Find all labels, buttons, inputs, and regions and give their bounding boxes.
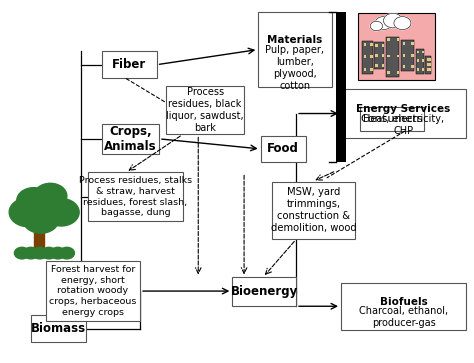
Bar xyxy=(417,68,419,71)
Bar xyxy=(397,38,399,41)
Circle shape xyxy=(375,17,392,30)
FancyBboxPatch shape xyxy=(102,51,156,78)
Circle shape xyxy=(9,198,47,227)
Bar xyxy=(401,40,414,71)
Bar xyxy=(370,42,373,45)
Bar xyxy=(416,49,424,74)
Text: Pulp, paper,
lumber,
plywood,
cotton: Pulp, paper, lumber, plywood, cotton xyxy=(265,45,324,91)
Text: Food: Food xyxy=(267,142,299,155)
Text: Consumers: Consumers xyxy=(360,114,423,124)
FancyBboxPatch shape xyxy=(341,89,466,138)
Bar xyxy=(397,71,399,74)
Bar xyxy=(428,63,431,66)
Bar xyxy=(370,55,373,58)
Circle shape xyxy=(23,247,38,259)
Circle shape xyxy=(26,190,65,220)
Text: Materials: Materials xyxy=(267,35,322,45)
Bar xyxy=(427,58,429,61)
Bar xyxy=(425,56,431,74)
Bar xyxy=(427,63,429,66)
FancyBboxPatch shape xyxy=(102,124,159,154)
Bar xyxy=(364,68,366,71)
Circle shape xyxy=(32,247,47,259)
Bar xyxy=(397,54,399,57)
FancyBboxPatch shape xyxy=(166,86,244,134)
Text: Biofuels: Biofuels xyxy=(380,297,428,307)
Bar xyxy=(364,55,366,58)
Bar xyxy=(417,59,419,62)
FancyBboxPatch shape xyxy=(273,182,355,239)
Text: MSW, yard
trimmings,
construction &
demolition, wood: MSW, yard trimmings, construction & demo… xyxy=(271,187,356,233)
FancyBboxPatch shape xyxy=(261,136,306,162)
Circle shape xyxy=(50,247,65,259)
Bar xyxy=(364,42,366,45)
Bar xyxy=(403,65,405,68)
Bar xyxy=(375,44,378,46)
Circle shape xyxy=(383,13,402,28)
Bar xyxy=(382,44,384,46)
Bar xyxy=(417,50,419,53)
Bar xyxy=(386,37,399,77)
Circle shape xyxy=(59,247,74,259)
Text: Charcoal, ethanol,
producer-gas: Charcoal, ethanol, producer-gas xyxy=(359,306,448,329)
FancyBboxPatch shape xyxy=(232,277,296,306)
FancyBboxPatch shape xyxy=(360,107,424,131)
Text: Forest harvest for
energy, short
rotation woody
crops, herbaceous
energy crops: Forest harvest for energy, short rotatio… xyxy=(49,265,137,317)
Bar xyxy=(422,68,424,71)
FancyBboxPatch shape xyxy=(88,172,182,221)
Text: Heat, electricity,
CHP: Heat, electricity, CHP xyxy=(363,114,444,136)
Bar xyxy=(357,13,436,80)
Bar xyxy=(411,42,414,45)
Bar xyxy=(411,65,414,68)
Bar xyxy=(428,68,431,71)
Circle shape xyxy=(394,17,411,30)
Bar xyxy=(387,54,390,57)
Bar xyxy=(375,54,378,57)
Text: Bioenergy: Bioenergy xyxy=(230,285,298,298)
Bar xyxy=(403,54,405,57)
Bar xyxy=(382,64,384,66)
Circle shape xyxy=(43,199,79,226)
FancyBboxPatch shape xyxy=(258,12,331,87)
Bar xyxy=(427,68,429,71)
Circle shape xyxy=(14,247,29,259)
Bar xyxy=(387,71,390,74)
Bar xyxy=(362,41,373,74)
Text: Energy Services: Energy Services xyxy=(356,104,451,114)
Bar xyxy=(411,54,414,57)
Text: Crops,
Animals: Crops, Animals xyxy=(104,125,157,153)
FancyBboxPatch shape xyxy=(341,283,466,330)
Text: Process
residues, black
liquor, sawdust,
bark: Process residues, black liquor, sawdust,… xyxy=(166,87,244,133)
Circle shape xyxy=(34,183,67,209)
Bar xyxy=(375,64,378,66)
FancyBboxPatch shape xyxy=(31,315,86,342)
Circle shape xyxy=(23,206,59,233)
Bar xyxy=(422,59,424,62)
Bar xyxy=(336,12,346,162)
Bar xyxy=(374,42,384,69)
Circle shape xyxy=(41,247,56,259)
Text: Fiber: Fiber xyxy=(112,58,146,72)
Bar xyxy=(370,68,373,71)
FancyBboxPatch shape xyxy=(46,261,140,321)
Circle shape xyxy=(17,188,51,214)
Bar xyxy=(428,58,431,61)
Text: Process residues, stalks
& straw, harvest
residues, forest slash,
bagasse, dung: Process residues, stalks & straw, harves… xyxy=(79,176,192,217)
Bar xyxy=(403,42,405,45)
Text: Biomass: Biomass xyxy=(31,322,86,335)
Bar xyxy=(422,50,424,53)
Bar xyxy=(387,38,390,41)
Bar xyxy=(382,54,384,57)
Bar xyxy=(34,227,44,257)
Circle shape xyxy=(370,21,383,31)
